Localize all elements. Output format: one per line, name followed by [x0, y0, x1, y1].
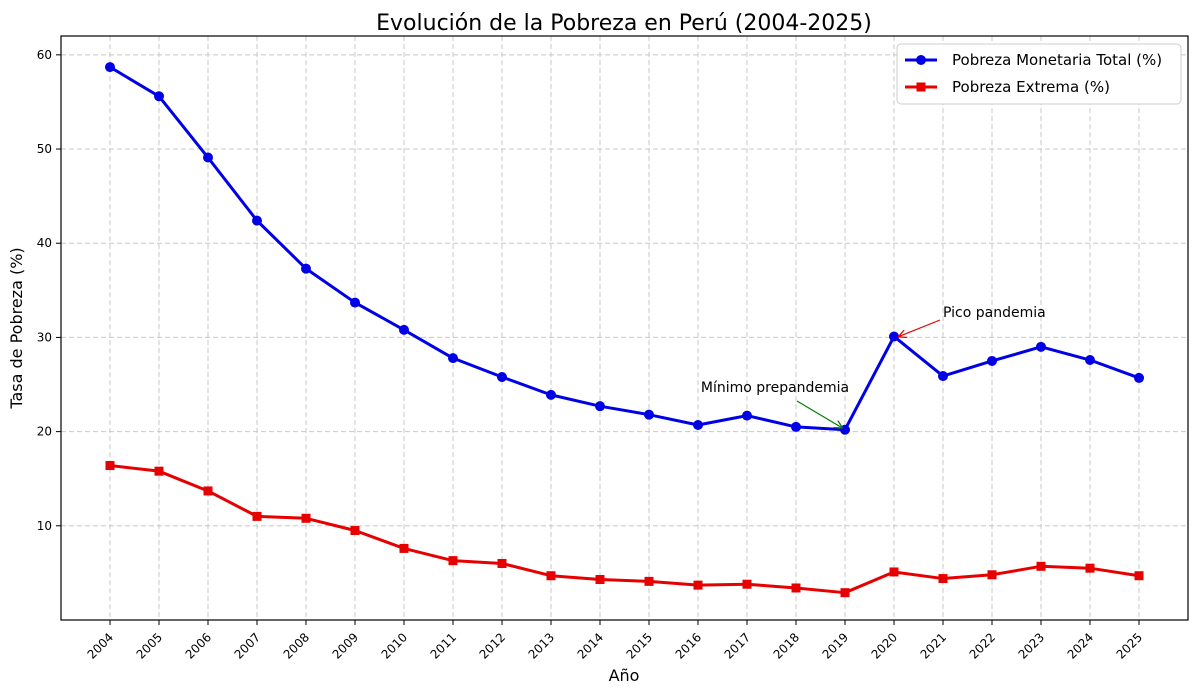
x-tick-label: 2005	[134, 630, 165, 661]
data-point	[840, 588, 850, 598]
x-tick-label: 2018	[771, 630, 802, 661]
x-tick-label: 2009	[330, 630, 361, 661]
x-tick-label: 2013	[526, 630, 557, 661]
series-layer	[105, 62, 1144, 598]
data-point	[105, 461, 115, 471]
y-tick-label: 10	[37, 519, 52, 533]
data-point	[301, 263, 311, 274]
y-tick-label: 20	[37, 425, 52, 439]
data-point	[1036, 561, 1046, 571]
x-tick-label: 2012	[477, 630, 508, 661]
y-tick-label: 60	[37, 48, 52, 62]
data-point	[154, 91, 164, 102]
data-point	[693, 580, 703, 590]
plot-area-frame	[60, 35, 1189, 621]
data-point	[1134, 372, 1144, 383]
data-point	[595, 401, 605, 412]
x-tick-label: 2007	[232, 630, 263, 661]
data-point	[644, 576, 654, 586]
legend-label: Pobreza Extrema (%)	[952, 78, 1110, 96]
data-point	[791, 421, 801, 432]
chart-title: Evolución de la Pobreza en Perú (2004-20…	[376, 11, 872, 36]
legend-box	[896, 43, 1182, 105]
x-tick-label: 2017	[722, 630, 753, 661]
data-point	[448, 353, 458, 364]
data-point	[252, 511, 262, 521]
grid	[61, 36, 1188, 620]
data-point	[399, 324, 409, 335]
annotation-label: Pico pandemia	[943, 305, 1046, 321]
x-tick-label: 2025	[1114, 630, 1145, 661]
x-tick-label: 2015	[624, 630, 655, 661]
x-tick-label: 2004	[85, 630, 116, 661]
x-axis: 2004 2005 2006 2007 2008 2009 2010 2011 2012 2013…	[85, 620, 1145, 662]
x-tick-label: 2014	[575, 630, 606, 661]
data-point	[938, 371, 948, 382]
y-tick-label: 30	[37, 330, 52, 344]
data-point	[1085, 355, 1095, 366]
data-point	[791, 583, 801, 593]
x-tick-label: 2022	[967, 630, 998, 661]
data-point	[546, 389, 556, 400]
data-point	[105, 62, 115, 73]
annotation-arrow	[899, 319, 941, 336]
legend-entry: Pobreza Monetaria Total (%)	[905, 51, 1162, 69]
x-tick-label: 2023	[1016, 630, 1047, 661]
y-tick-label: 40	[37, 236, 52, 250]
data-point	[350, 526, 360, 536]
data-point	[350, 297, 360, 308]
data-point	[938, 574, 948, 584]
legend-entry: Pobreza Extrema (%)	[905, 78, 1110, 96]
legend-swatch-marker	[916, 82, 926, 92]
legend-swatch-marker	[916, 55, 926, 65]
data-point	[595, 574, 605, 584]
data-point	[203, 152, 213, 163]
x-tick-label: 2011	[428, 630, 459, 661]
data-point	[693, 420, 703, 431]
series-0	[105, 62, 1144, 435]
x-tick-label: 2010	[379, 630, 410, 661]
x-tick-label: 2020	[869, 630, 900, 661]
data-point	[301, 513, 311, 523]
y-axis-title: Tasa de Pobreza (%)	[7, 247, 26, 409]
data-point	[742, 579, 752, 589]
annotation-label: Mínimo prepandemia	[701, 380, 849, 396]
data-point	[399, 543, 409, 553]
data-point	[546, 571, 556, 581]
data-point	[154, 466, 164, 476]
y-axis: 10 20 30 40 50 60	[37, 48, 61, 533]
data-point	[252, 215, 262, 226]
x-tick-label: 2019	[820, 630, 851, 661]
y-tick-label: 50	[37, 142, 52, 156]
annotation-arrow	[796, 400, 842, 428]
data-point	[840, 424, 850, 435]
data-point	[203, 486, 213, 496]
legend: Pobreza Monetaria Total (%) Pobreza Extre…	[896, 43, 1182, 105]
data-point	[497, 371, 507, 382]
x-axis-title: Año	[609, 666, 640, 685]
data-point	[448, 556, 458, 566]
data-point	[987, 570, 997, 580]
x-tick-label: 2006	[183, 630, 214, 661]
series-line	[109, 65, 1140, 432]
data-point	[1036, 341, 1046, 352]
annotations: Pico pandemia Mínimo prepandemia	[701, 305, 1046, 428]
data-point	[1085, 563, 1095, 573]
data-point	[987, 355, 997, 366]
data-point	[497, 558, 507, 568]
x-tick-label: 2016	[673, 630, 704, 661]
x-tick-label: 2021	[918, 630, 949, 661]
x-tick-label: 2024	[1065, 630, 1096, 661]
data-point	[889, 331, 899, 342]
data-point	[1134, 571, 1144, 581]
x-tick-label: 2008	[281, 630, 312, 661]
data-point	[644, 409, 654, 420]
legend-label: Pobreza Monetaria Total (%)	[952, 51, 1162, 69]
data-point	[889, 567, 899, 577]
series-line	[109, 464, 1140, 595]
series-1	[105, 461, 1144, 598]
data-point	[742, 410, 752, 421]
